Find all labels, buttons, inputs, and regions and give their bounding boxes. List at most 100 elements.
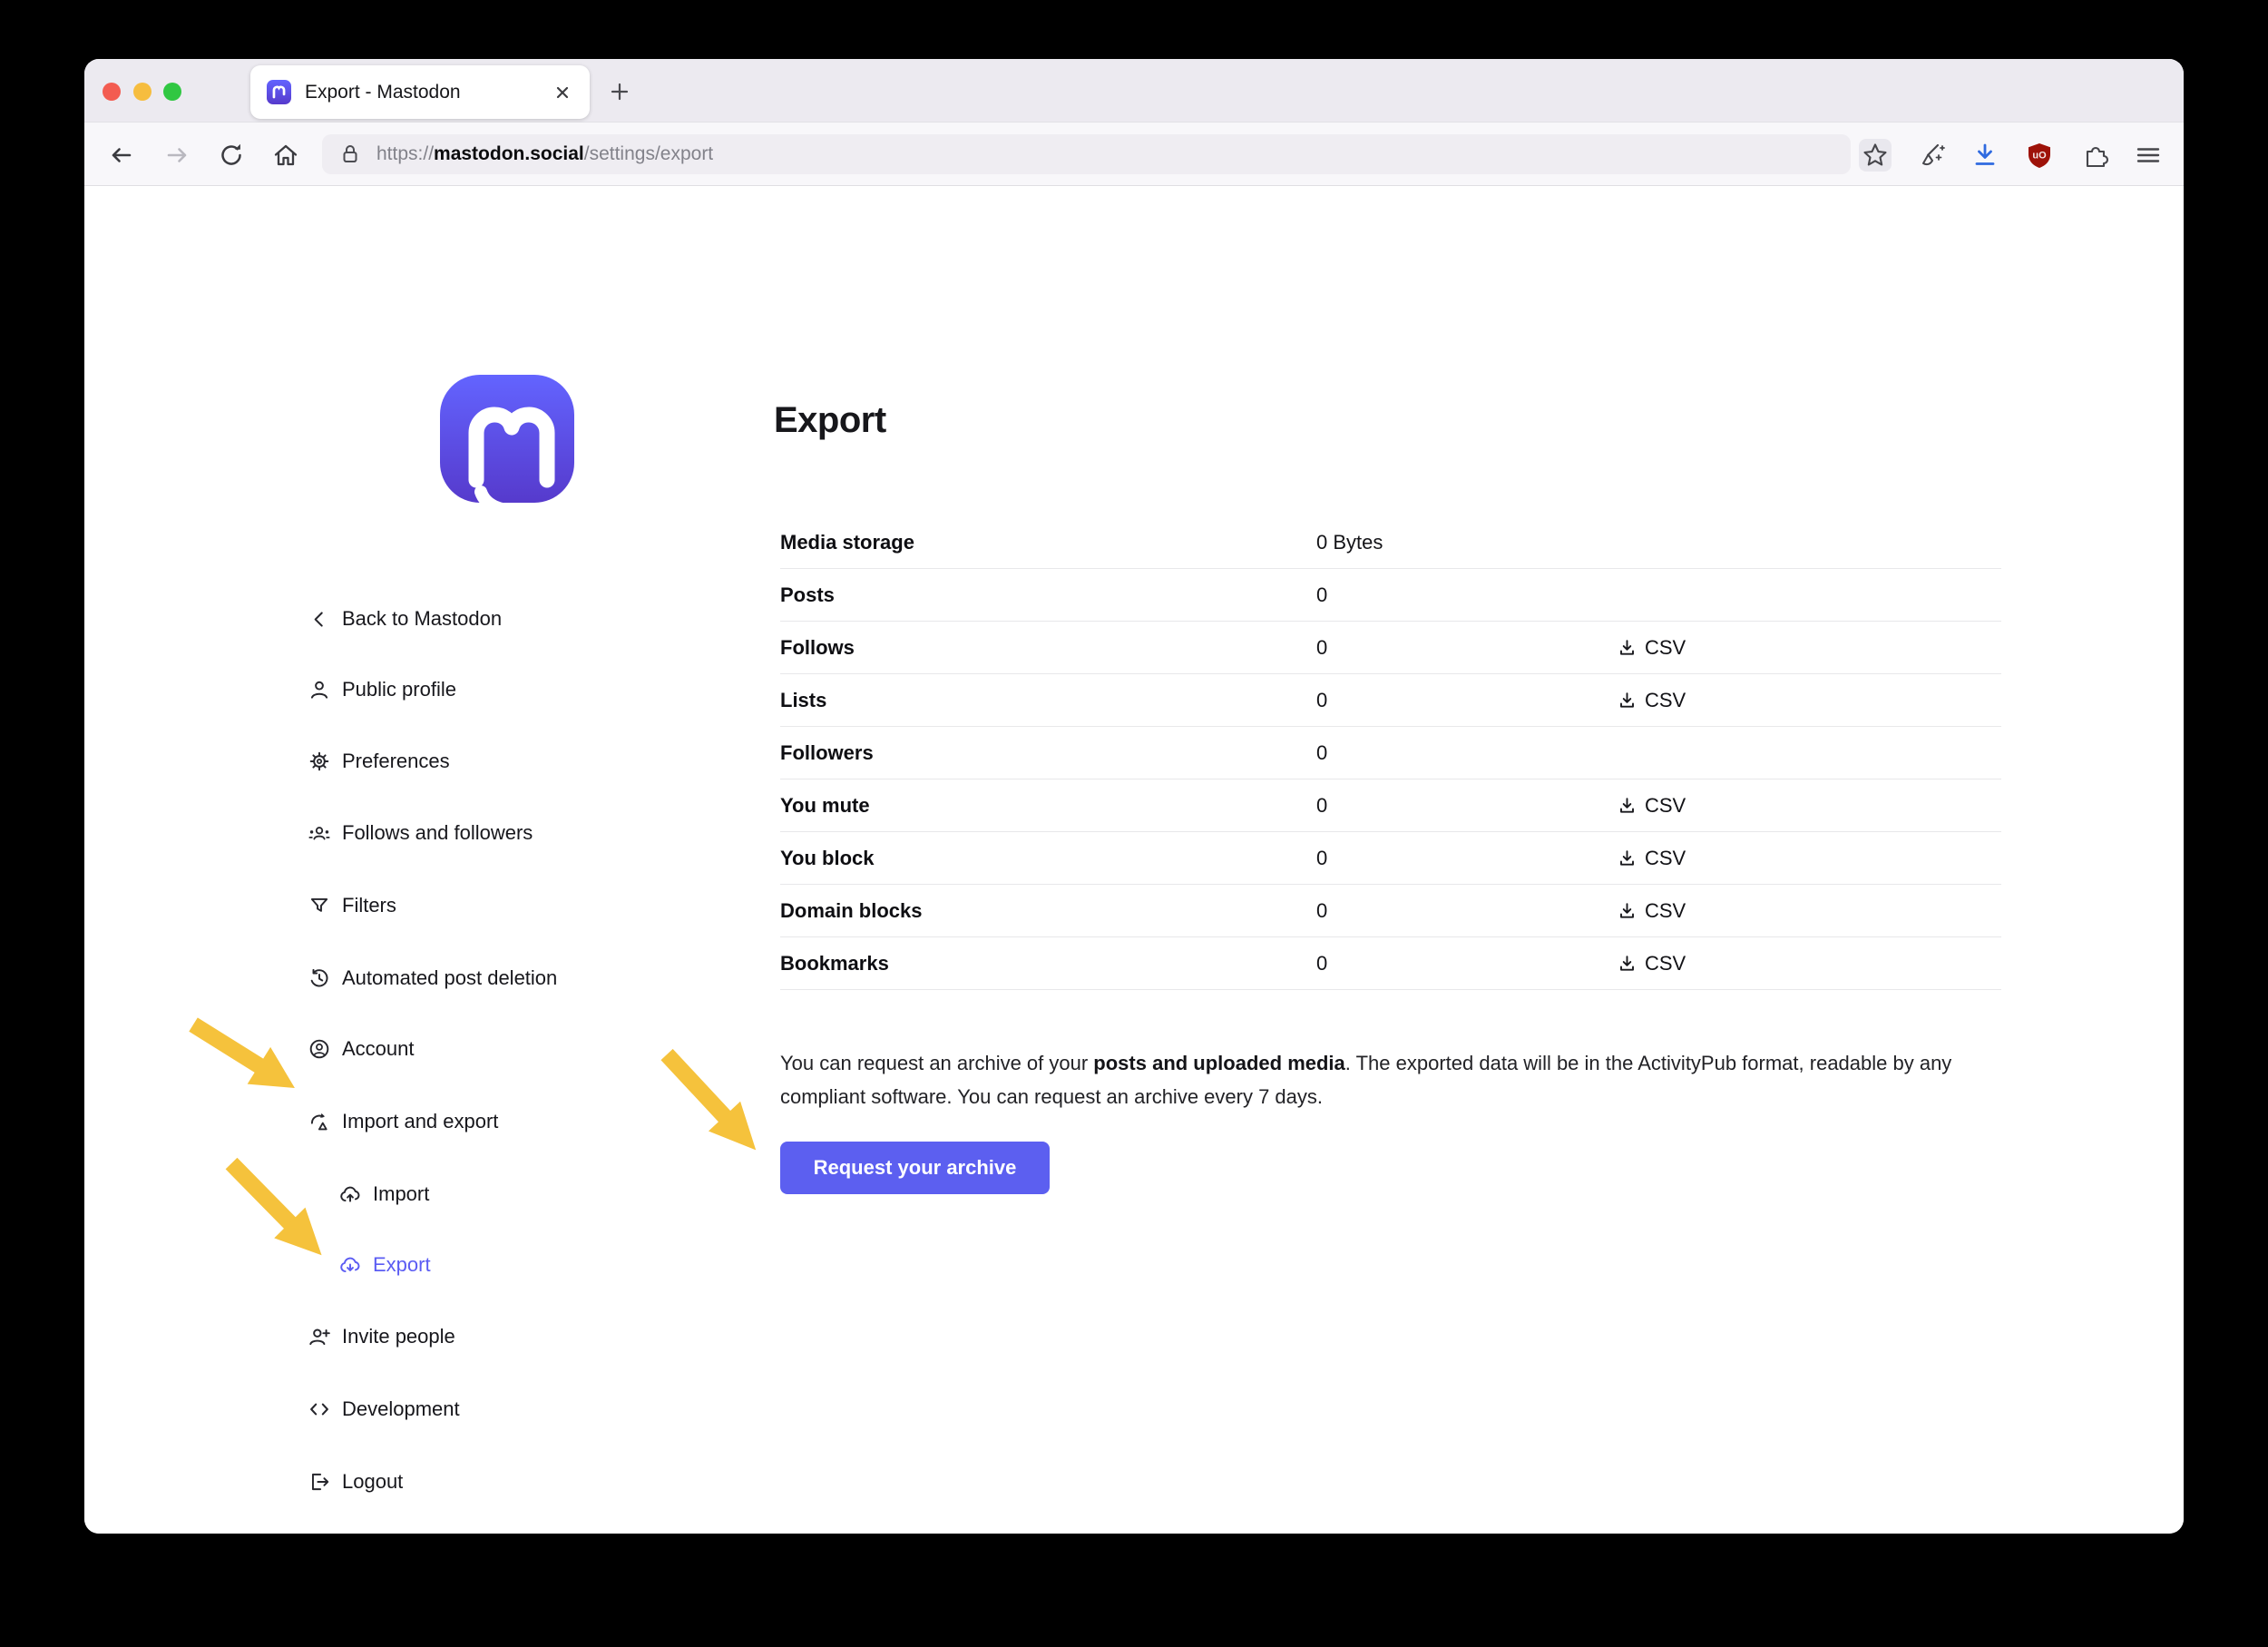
- download-icon: [1620, 850, 1634, 866]
- cloud-download-icon: [340, 1257, 360, 1273]
- csv-label: CSV: [1645, 793, 1686, 817]
- row-label: You block: [780, 846, 875, 869]
- ublock-shield-button[interactable]: uO: [2023, 139, 2056, 172]
- sidebar-item-label: Invite people: [342, 1325, 455, 1348]
- clear-data-broom-button[interactable]: [1914, 139, 1947, 172]
- row-value: 0: [1316, 688, 1328, 711]
- sidebar-item-public-profile[interactable]: Public profile: [308, 672, 456, 708]
- csv-download-link[interactable]: CSV: [1618, 952, 1686, 975]
- browser-toolbar: https://mastodon.social/settings/export …: [84, 123, 2184, 186]
- row-value: 0: [1316, 793, 1328, 817]
- mastodon-logo[interactable]: [438, 373, 576, 523]
- sidebar-item-label: Follows and followers: [342, 821, 533, 844]
- csv-download-link[interactable]: CSV: [1618, 636, 1686, 660]
- sidebar-item-invite-people[interactable]: Invite people: [308, 1319, 455, 1355]
- sidebar-item-label: Public profile: [342, 678, 456, 701]
- sidebar-item-label: Export: [373, 1253, 431, 1276]
- csv-label: CSV: [1645, 898, 1686, 922]
- sidebar-item-label: Import: [373, 1182, 430, 1205]
- annotation-arrow-export: [225, 1157, 322, 1256]
- table-row: Followers 0: [780, 727, 2001, 779]
- person-circle-icon: [309, 1039, 329, 1059]
- mastodon-favicon: [267, 80, 291, 104]
- table-row: Posts 0: [780, 569, 2001, 622]
- annotation-arrow-request-button: [660, 1048, 757, 1151]
- description-text: You can request an archive of your: [780, 1052, 1094, 1074]
- row-label: Posts: [780, 583, 835, 606]
- csv-download-link[interactable]: CSV: [1618, 794, 1686, 818]
- csv-label: CSV: [1645, 688, 1686, 711]
- row-label: Follows: [780, 635, 855, 659]
- download-icon: [1620, 640, 1634, 655]
- row-label: Media storage: [780, 530, 914, 554]
- sidebar-item-label: Automated post deletion: [342, 966, 558, 989]
- table-row: Domain blocks 0 CSV: [780, 885, 2001, 937]
- person-icon: [310, 681, 328, 699]
- csv-label: CSV: [1645, 951, 1686, 975]
- swap-icon: [310, 1113, 327, 1131]
- person-add-icon: [309, 1328, 330, 1346]
- sidebar-item-label: Development: [342, 1397, 460, 1420]
- back-button[interactable]: [104, 139, 137, 172]
- home-button[interactable]: [269, 139, 302, 172]
- history-clock-icon: [310, 968, 328, 987]
- row-value: 0: [1316, 898, 1328, 922]
- forward-button[interactable]: [161, 139, 194, 172]
- sidebar-item-logout[interactable]: Logout: [308, 1464, 403, 1500]
- funnel-icon: [310, 897, 328, 912]
- row-value: 0: [1316, 740, 1328, 764]
- zoom-window-button[interactable]: [163, 83, 181, 101]
- page-title: Export: [774, 400, 886, 440]
- sidebar-item-filters[interactable]: Filters: [308, 887, 396, 924]
- minimize-window-button[interactable]: [133, 83, 152, 101]
- reload-button[interactable]: [215, 139, 248, 172]
- download-icon: [1620, 692, 1634, 708]
- sidebar-item-label: Logout: [342, 1470, 404, 1493]
- row-value: 0: [1316, 846, 1328, 869]
- browser-tab[interactable]: Export - Mastodon: [250, 65, 590, 119]
- sidebar-item-label: Preferences: [342, 750, 450, 772]
- download-icon: [1620, 956, 1634, 971]
- row-label: Followers: [780, 740, 874, 764]
- bookmark-star-button[interactable]: [1859, 139, 1892, 172]
- menu-hamburger-button[interactable]: [2132, 139, 2165, 172]
- page-content: Export Media storage 0 Bytes Posts 0 Fol…: [84, 186, 2184, 1534]
- annotation-arrow-import-export: [189, 1017, 295, 1088]
- sidebar-item-export[interactable]: Export: [338, 1247, 431, 1283]
- url-host: mastodon.social: [434, 143, 584, 164]
- sidebar-item-preferences[interactable]: Preferences: [308, 743, 450, 779]
- request-archive-button[interactable]: Request your archive: [780, 1142, 1050, 1194]
- csv-download-link[interactable]: CSV: [1618, 899, 1686, 923]
- sidebar-item-import-and-export[interactable]: Import and export: [308, 1103, 498, 1140]
- tab-close-icon[interactable]: [548, 78, 577, 107]
- csv-label: CSV: [1645, 635, 1686, 659]
- export-table: Media storage 0 Bytes Posts 0 Follows 0 …: [780, 516, 2001, 990]
- close-window-button[interactable]: [103, 83, 121, 101]
- sidebar-item-back-to-mastodon[interactable]: Back to Mastodon: [308, 601, 502, 637]
- row-label: Bookmarks: [780, 951, 889, 975]
- downloads-button[interactable]: [1969, 139, 2001, 172]
- sidebar-item-label: Back to Mastodon: [342, 607, 503, 630]
- row-label: Lists: [780, 688, 827, 711]
- gear-icon: [309, 751, 329, 771]
- sidebar-item-import[interactable]: Import: [338, 1176, 429, 1212]
- csv-download-link[interactable]: CSV: [1618, 689, 1686, 712]
- url-scheme: https://: [376, 143, 435, 164]
- browser-titlebar: Export - Mastodon: [84, 59, 2184, 123]
- row-value: 0 Bytes: [1316, 530, 1383, 554]
- table-row: Lists 0 CSV: [780, 674, 2001, 727]
- description-text: . The exported data will be in the Activ…: [780, 1052, 1952, 1108]
- address-bar[interactable]: https://mastodon.social/settings/export: [322, 134, 1851, 174]
- table-row: Bookmarks 0 CSV: [780, 937, 2001, 990]
- sidebar-item-follows-and-followers[interactable]: Follows and followers: [308, 815, 533, 851]
- sidebar-item-development[interactable]: Development: [308, 1391, 460, 1427]
- browser-window: Export - Mastodon: [84, 59, 2184, 1534]
- people-icon: [308, 827, 330, 840]
- sidebar-item-label: Filters: [342, 894, 396, 917]
- sidebar-item-automated-post-deletion[interactable]: Automated post deletion: [308, 960, 557, 996]
- new-tab-button[interactable]: [604, 76, 635, 107]
- csv-download-link[interactable]: CSV: [1618, 847, 1686, 870]
- sidebar-item-account[interactable]: Account: [308, 1031, 415, 1067]
- extensions-puzzle-button[interactable]: [2079, 139, 2112, 172]
- sidebar-item-label: Import and export: [342, 1110, 499, 1132]
